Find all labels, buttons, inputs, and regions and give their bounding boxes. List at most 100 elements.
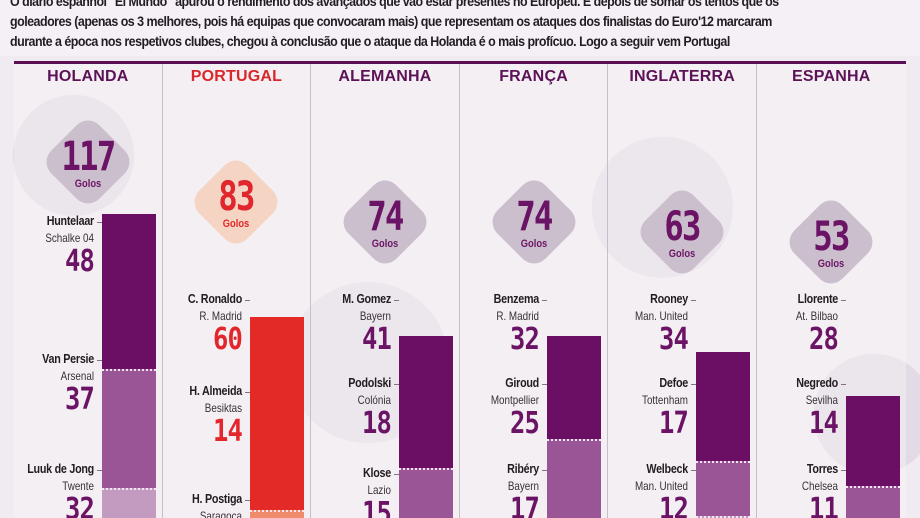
player-club: Besiktas <box>204 401 243 415</box>
player-entry: Welbeck Man. United 12 <box>588 462 696 518</box>
total-goals-badge: 53 Golos <box>783 193 880 291</box>
connector-tick <box>393 300 399 301</box>
player-club: Schalke 04 <box>44 231 94 245</box>
bar-segment-2 <box>250 510 305 518</box>
player-entry: Torres Chelsea 11 <box>738 462 846 518</box>
total-goals-badge: 83 Golos <box>188 153 285 251</box>
bar-segment-3 <box>101 487 156 518</box>
total-goals: 53 <box>813 214 851 260</box>
bar-segment-2 <box>398 468 453 518</box>
goals-unit-label: Golos <box>520 238 547 250</box>
player-entry: Giroud Montpellier 25 <box>439 376 548 441</box>
player-name: Llorente <box>797 292 838 306</box>
player-name: Podolski <box>348 376 391 390</box>
stacked-goal-bar <box>845 396 900 518</box>
stacked-goal-bar <box>695 352 750 518</box>
player-name: M. Gomez <box>342 292 391 306</box>
player-goals: 17 <box>658 406 689 441</box>
team-column-inglaterra: INGLATERRA 63 Golos Rooney Man. United 34 Defo… <box>608 64 757 518</box>
player-goals: 12 <box>658 492 689 518</box>
connector-tick <box>245 300 251 301</box>
player-name: Defoe <box>659 376 688 390</box>
player-club: Lazio <box>367 483 391 497</box>
connector-tick <box>690 470 696 471</box>
total-goals: 74 <box>367 194 404 240</box>
goals-unit-label: Golos <box>74 178 102 190</box>
team-column-espanha: ESPANHA 53 Golos Llorente At. Bilbao 28 Negred… <box>756 64 906 518</box>
bar-segment-3 <box>695 516 750 518</box>
player-club: Sevilha <box>805 393 838 407</box>
player-goals: 32 <box>64 492 95 518</box>
header-divider <box>14 61 906 64</box>
player-club: R. Madrid <box>496 309 540 323</box>
player-club: Man. United <box>634 309 688 323</box>
player-entry: Defoe Tottenham 17 <box>588 376 696 441</box>
player-club: Colónia <box>357 393 391 407</box>
bar-segment-1 <box>101 214 156 369</box>
player-goals: 32 <box>510 322 540 357</box>
team-column-holanda: HOLANDA 117 Golos Huntelaar Schalke 04 48 Van … <box>14 64 163 518</box>
team-name: INGLATERRA <box>629 68 736 85</box>
player-goals: 34 <box>658 322 689 357</box>
player-club: Saragoça <box>200 509 243 518</box>
player-goals: 25 <box>510 406 540 441</box>
player-goals: 17 <box>510 492 540 518</box>
player-name: Benzema <box>493 292 540 306</box>
player-goals: 37 <box>64 382 95 417</box>
connector-tick <box>245 392 251 393</box>
total-goals: 63 <box>664 204 701 250</box>
connector-tick <box>542 300 548 301</box>
player-club: Tottenham <box>642 393 688 407</box>
connector-tick <box>542 470 548 471</box>
player-name: Klose <box>362 466 391 480</box>
intro-line-1: O diário espanhol "El Mundo" apurou o re… <box>10 0 779 9</box>
player-goals: 14 <box>808 406 839 441</box>
connector-tick <box>393 474 399 475</box>
player-entry: Ribéry Bayern 17 <box>439 462 548 518</box>
player-club: R. Madrid <box>199 309 243 323</box>
total-goals: 117 <box>61 134 116 180</box>
player-name: Torres <box>806 462 838 476</box>
player-name: Rooney <box>650 292 688 306</box>
intro-panel <box>0 0 920 56</box>
team-name: PORTUGAL <box>190 68 283 85</box>
player-name: Negredo <box>795 376 838 390</box>
bar-segment-2 <box>547 439 602 518</box>
player-entry: C. Ronaldo R. Madrid 60 <box>142 292 251 357</box>
player-goals: 14 <box>213 414 243 449</box>
total-goals-badge: 117 Golos <box>39 113 136 211</box>
player-club: Man. United <box>634 479 688 493</box>
bar-segment-2 <box>845 486 900 518</box>
player-club: Bayern <box>359 309 391 323</box>
connector-tick <box>96 222 102 223</box>
bar-segment-2 <box>101 368 156 488</box>
team-name: ESPANHA <box>792 68 871 85</box>
stacked-goal-bar <box>547 336 602 518</box>
team-name: HOLANDA <box>47 68 129 85</box>
player-goals: 60 <box>213 322 243 357</box>
bar-segment-1 <box>398 336 453 469</box>
connector-tick <box>393 384 399 385</box>
player-name: Van Persie <box>41 352 94 366</box>
player-name: H. Almeida <box>189 384 243 398</box>
player-entry: H. PostigaSaragoça9 <box>142 492 251 518</box>
connector-tick <box>840 300 846 301</box>
team-columns: HOLANDA 117 Golos Huntelaar Schalke 04 48 Van … <box>14 64 906 518</box>
player-name: C. Ronaldo <box>188 292 243 306</box>
player-entry: Luuk de Jong Twente 32 <box>0 462 102 518</box>
player-entry: Rooney Man. United 34 <box>588 292 696 357</box>
connector-tick <box>840 384 846 385</box>
player-club: Montpellier <box>491 393 540 407</box>
connector-tick <box>96 470 102 471</box>
player-name: Huntelaar <box>46 214 94 228</box>
goals-unit-label: Golos <box>818 258 845 270</box>
bar-segment-1 <box>695 352 750 462</box>
player-name: Welbeck <box>646 462 688 476</box>
player-entry: H. Almeida Besiktas 14 <box>142 384 251 449</box>
player-entry: Podolski Colónia 18 <box>291 376 399 441</box>
goals-unit-label: Golos <box>371 238 399 250</box>
player-goals: 15 <box>361 496 392 518</box>
player-name: Giroud <box>505 376 540 390</box>
connector-tick <box>690 384 696 385</box>
connector-tick <box>840 470 846 471</box>
